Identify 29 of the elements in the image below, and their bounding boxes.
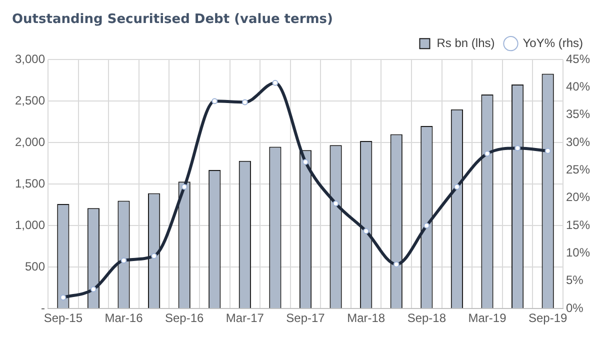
- x-tick-label: Mar-16: [104, 311, 144, 326]
- y-tick-label: 2,500: [15, 93, 46, 108]
- y-tick-label: 3,000: [15, 52, 46, 66]
- y2-tick-label: 0%: [566, 300, 584, 315]
- x-tick-label: Sep-18: [407, 311, 446, 326]
- y-tick-label: 1,000: [15, 218, 46, 232]
- x-tick-label: Sep-15: [44, 311, 83, 326]
- y2-tick-label: 30%: [566, 134, 590, 149]
- chart-title: Outstanding Securitised Debt (value terms): [12, 12, 333, 28]
- x-tick-label: Sep-19: [528, 311, 568, 326]
- y-tick-label: -: [41, 300, 46, 315]
- y2-tick-label: 40%: [566, 80, 590, 94]
- y-tick-label: 500: [25, 259, 46, 274]
- x-tick-label: Mar-17: [226, 311, 264, 326]
- y2-tick-label: 15%: [566, 218, 590, 232]
- legend-label: Rs bn (lhs): [436, 36, 495, 50]
- y2-tick-label: 5%: [566, 273, 584, 288]
- x-tick-label: Sep-17: [286, 311, 326, 326]
- y2-tick-label: 45%: [566, 52, 590, 66]
- y-tick-label: 1,500: [15, 176, 46, 190]
- x-tick-label: Mar-18: [347, 311, 386, 326]
- y2-tick-label: 20%: [566, 190, 590, 204]
- x-tick-label: Mar-19: [468, 311, 507, 326]
- y-tick-label: 2,000: [15, 134, 46, 149]
- legend-label: YoY% (rhs): [522, 36, 584, 50]
- y2-tick-label: 10%: [566, 246, 590, 260]
- y2-tick-label: 25%: [566, 162, 590, 177]
- y2-tick-label: 35%: [566, 107, 590, 122]
- x-tick-label: Sep-16: [164, 311, 204, 326]
